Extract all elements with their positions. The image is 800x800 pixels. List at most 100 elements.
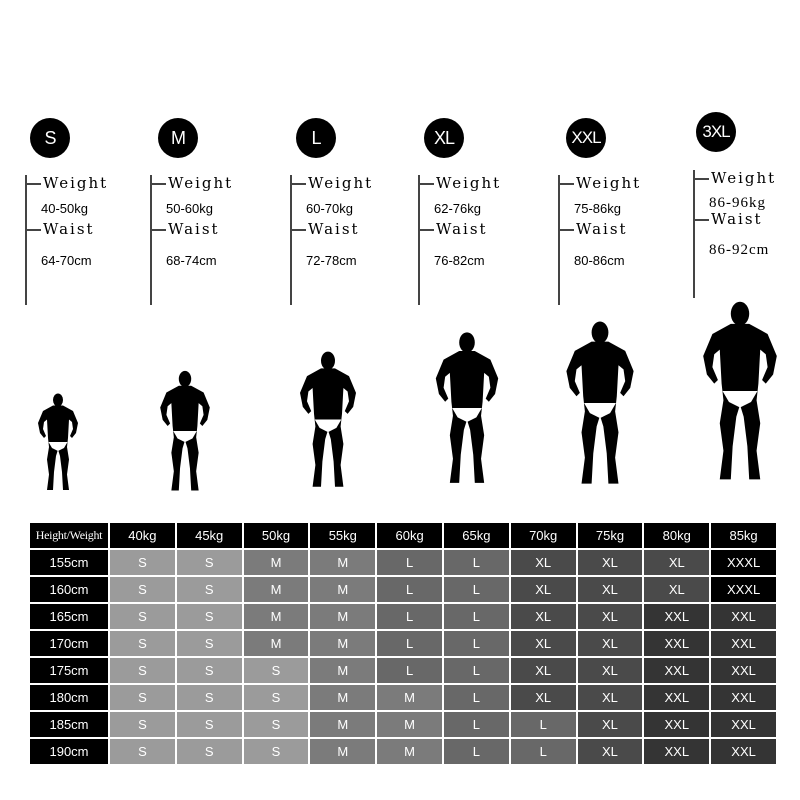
size-cell: L [377,658,442,683]
size-cell: M [243,550,309,575]
size-cell: XL [577,577,643,602]
bracket-tick [150,229,166,231]
column-header: 70kg [510,523,576,548]
size-badge-m: M [158,118,198,158]
bracket-tick [418,183,434,185]
size-cell: S [110,685,175,710]
bracket-tick [150,183,166,185]
figure-s [38,393,78,490]
size-cell: S [243,739,309,764]
size-cell: L [377,577,442,602]
table-row: 180cm S S S M M L XL XL XXL XXL [30,685,776,710]
size-cell: M [310,631,376,656]
size-cell: L [377,604,442,629]
weight-range: 40-50kg [41,201,88,216]
size-cell: L [443,739,509,764]
size-cell: M [310,658,376,683]
size-cell: XXXL [711,577,776,602]
waist-range: 72-78cm [306,253,357,268]
weight-label: Weight [711,169,777,187]
size-cell: XL [577,550,643,575]
size-cell: XL [510,550,576,575]
size-badge-s: S [30,118,70,158]
size-info-card: Weight 62-76kg Waist 76-82cm [418,174,538,305]
size-cell: S [110,631,175,656]
size-cell: M [310,685,376,710]
size-cell: L [443,658,509,683]
size-cell: XL [577,631,643,656]
size-cell: M [310,739,376,764]
size-cell: S [243,685,309,710]
waist-label: Waist [436,220,488,238]
size-info-card: Weight 75-86kg Waist 80-86cm [558,174,678,305]
weight-range: 75-86kg [574,201,621,216]
table-header-row: Height/Weight 40kg 45kg 50kg 55kg 60kg 65kg 70k… [30,523,776,548]
size-cell: XL [577,658,643,683]
table-row: 165cm S S M M L L XL XL XXL XXL [30,604,776,629]
size-cell: XL [644,577,710,602]
size-cell: XL [510,577,576,602]
size-badge-l: L [296,118,336,158]
waist-range: 68-74cm [166,253,217,268]
size-cell: XXL [711,712,776,737]
size-cell: XL [510,631,576,656]
weight-range: 62-76kg [434,201,481,216]
weight-range: 50-60kg [166,201,213,216]
column-header: 50kg [243,523,309,548]
bracket-tick [418,229,434,231]
size-cell: L [443,712,509,737]
size-cell: XXL [711,631,776,656]
weight-label: Weight [168,174,234,192]
bracket-line [418,175,420,305]
row-header: 185cm [30,712,108,737]
size-cell: XXL [644,739,710,764]
column-header: 60kg [377,523,442,548]
size-badge-xl: XL [424,118,464,158]
size-cell: XXL [644,658,710,683]
waist-label: Waist [308,220,360,238]
size-cell: M [377,739,442,764]
size-cell: M [377,685,442,710]
bracket-line [693,170,695,298]
size-cell: S [176,577,242,602]
size-cell: L [443,577,509,602]
column-header: 85kg [711,523,776,548]
waist-range: 76-82cm [434,253,485,268]
size-cell: L [510,712,576,737]
size-cell: S [176,739,242,764]
bracket-tick [558,229,574,231]
weight-label: Weight [576,174,642,192]
column-header: 45kg [176,523,242,548]
size-cell: S [110,604,175,629]
table-row: 170cm S S M M L L XL XL XXL XXL [30,631,776,656]
size-cell: XXL [644,685,710,710]
bracket-tick [693,219,709,221]
weight-label: Weight [43,174,109,192]
size-info-card: Weight 50-60kg Waist 68-74cm [150,174,270,305]
size-cell: XXL [711,685,776,710]
bracket-tick [558,183,574,185]
size-cell: S [110,550,175,575]
size-badge-3xl: 3XL [696,112,736,152]
bracket-line [150,175,152,305]
size-cell: S [176,604,242,629]
size-cell: L [443,685,509,710]
size-cell: S [110,739,175,764]
weight-label: Weight [436,174,502,192]
size-info-card: Weight 60-70kg Waist 72-78cm [290,174,410,305]
size-cell: XL [577,685,643,710]
size-table: Height/Weight 40kg 45kg 50kg 55kg 60kg 65kg 70k… [30,523,776,766]
figure-3xl [703,301,777,480]
size-info-card: Weight 40-50kg Waist 64-70cm [25,174,145,305]
size-cell: L [510,739,576,764]
size-cell: M [243,631,309,656]
waist-range: 80-86cm [574,253,625,268]
size-cell: XXL [711,658,776,683]
table-row: 175cm S S S M L L XL XL XXL XXL [30,658,776,683]
size-cell: XL [577,712,643,737]
bracket-tick [693,178,709,180]
row-header: 160cm [30,577,108,602]
weight-label: Weight [308,174,374,192]
corner-header: Height/Weight [30,523,108,548]
size-cell: M [243,577,309,602]
